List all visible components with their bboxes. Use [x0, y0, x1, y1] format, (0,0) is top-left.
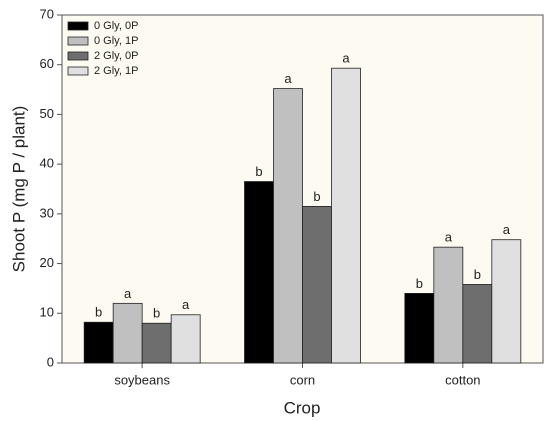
legend-swatch	[67, 36, 89, 46]
bar-letter: a	[124, 286, 132, 301]
bar-letter: b	[313, 189, 320, 204]
legend-swatch	[67, 21, 89, 31]
bar-letter: b	[95, 305, 102, 320]
y-tick-label: 70	[40, 6, 54, 21]
bar-letter: b	[255, 164, 262, 179]
y-tick-label: 60	[40, 56, 54, 71]
y-tick-label: 40	[40, 156, 54, 171]
bar-letter: a	[503, 222, 511, 237]
bar	[462, 284, 493, 364]
bar	[302, 205, 332, 364]
legend-label: 2 Gly, 1P	[94, 65, 138, 77]
x-axis-label: Crop	[284, 398, 321, 417]
legend-label: 2 Gly, 0P	[94, 50, 138, 62]
legend-swatch	[67, 66, 89, 76]
legend-label: 0 Gly, 0P	[94, 20, 138, 32]
bar-letter: b	[474, 267, 481, 282]
bar	[244, 181, 274, 364]
bar	[170, 314, 201, 364]
bar	[331, 67, 361, 364]
y-tick-label: 30	[40, 205, 54, 220]
x-tick-label: cotton	[445, 372, 480, 387]
bar-letter: a	[342, 51, 350, 66]
bar-letter: b	[416, 276, 423, 291]
bar	[112, 302, 143, 364]
bar	[491, 239, 522, 364]
bar	[433, 246, 464, 364]
bar-letter: a	[182, 297, 190, 312]
y-tick-label: 50	[40, 106, 54, 121]
bar-letter: a	[284, 71, 292, 86]
bar	[273, 88, 303, 364]
bar	[83, 321, 114, 364]
x-tick-label: soybeans	[114, 372, 170, 387]
bar-letter: a	[445, 230, 453, 245]
bar-letter: b	[153, 306, 160, 321]
legend-swatch	[67, 51, 89, 61]
x-tick-label: corn	[290, 372, 315, 387]
bar	[141, 322, 172, 364]
y-tick-label: 20	[40, 255, 54, 270]
bar	[404, 292, 435, 364]
y-tick-label: 0	[47, 354, 54, 369]
legend-label: 0 Gly, 1P	[94, 35, 138, 47]
y-axis-label: Shoot P (mg P / plant)	[9, 106, 28, 273]
y-tick-label: 10	[40, 305, 54, 320]
